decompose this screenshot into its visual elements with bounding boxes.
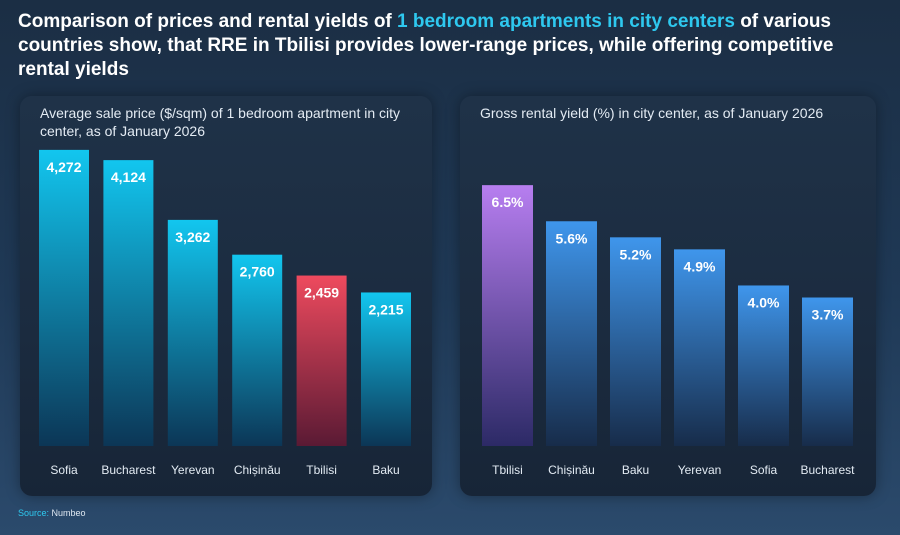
source-key: Source:	[18, 508, 50, 518]
yield-bar-5	[802, 297, 853, 446]
yield-category-label-1: Chișinău	[548, 463, 595, 477]
price-bar-1	[103, 160, 154, 446]
price-bar-chart: 4,272 Sofia 4,124 Bucharest 3,262 Yerevan 2,76…	[39, 149, 411, 477]
headline: Comparison of prices and rental yields o…	[18, 10, 884, 82]
price-category-label-4: Tbilisi	[306, 463, 337, 477]
yield-value-label-2: 5.2%	[620, 246, 652, 262]
price-value-label-1: 4,124	[111, 169, 146, 185]
price-category-label-0: Sofia	[50, 463, 78, 477]
price-bar-2	[167, 219, 218, 446]
yield-value-label-3: 4.9%	[684, 258, 716, 274]
yield-category-label-5: Bucharest	[800, 463, 855, 477]
yield-bar-3	[674, 249, 725, 446]
headline-part-1: Comparison of prices and rental yields o…	[18, 11, 398, 32]
price-value-label-5: 2,215	[368, 301, 403, 317]
price-bar-3	[232, 254, 283, 446]
source-note: Source: Numbeo	[18, 508, 86, 518]
yield-category-label-4: Sofia	[750, 463, 778, 477]
price-category-label-1: Bucharest	[101, 463, 156, 477]
price-value-label-2: 3,262	[175, 229, 210, 245]
yield-value-label-0: 6.5%	[492, 194, 524, 210]
price-category-label-2: Yerevan	[171, 463, 215, 477]
price-category-label-5: Baku	[372, 463, 399, 477]
price-value-label-0: 4,272	[46, 159, 81, 175]
headline-part-2: of various countries show, that RRE in T…	[18, 11, 834, 80]
yield-bar-0	[482, 185, 533, 446]
price-bar-0	[39, 149, 89, 446]
yield-category-label-2: Baku	[622, 463, 649, 477]
yield-bar-chart: 6.5% Tbilisi 5.6% Chișinău 5.2% Baku 4.9% Yerev…	[482, 185, 855, 477]
price-chart-title: Average sale price ($/sqm) of 1 bedroom …	[40, 105, 401, 139]
yield-category-label-0: Tbilisi	[492, 463, 523, 477]
yield-category-label-3: Yerevan	[678, 463, 722, 477]
yield-bar-2	[610, 237, 661, 446]
yield-chart-panel: Gross rental yield (%) in city center, a…	[460, 96, 876, 496]
yield-value-label-1: 5.6%	[556, 230, 588, 246]
price-value-label-3: 2,760	[240, 264, 275, 280]
yield-chart-title: Gross rental yield (%) in city center, a…	[480, 105, 824, 121]
price-chart-panel: Average sale price ($/sqm) of 1 bedroom …	[20, 96, 432, 496]
price-bar-5	[361, 292, 411, 446]
headline-highlight: 1 bedroom apartments in city centers	[397, 11, 735, 32]
price-value-label-4: 2,459	[304, 285, 339, 301]
yield-bar-1	[546, 221, 597, 446]
price-category-label-3: Chișinău	[234, 463, 281, 477]
yield-value-label-4: 4.0%	[748, 294, 780, 310]
yield-value-label-5: 3.7%	[812, 307, 844, 323]
source-value: Numbeo	[51, 508, 86, 518]
yield-bar-4	[738, 285, 789, 446]
price-bar-4	[296, 275, 347, 446]
